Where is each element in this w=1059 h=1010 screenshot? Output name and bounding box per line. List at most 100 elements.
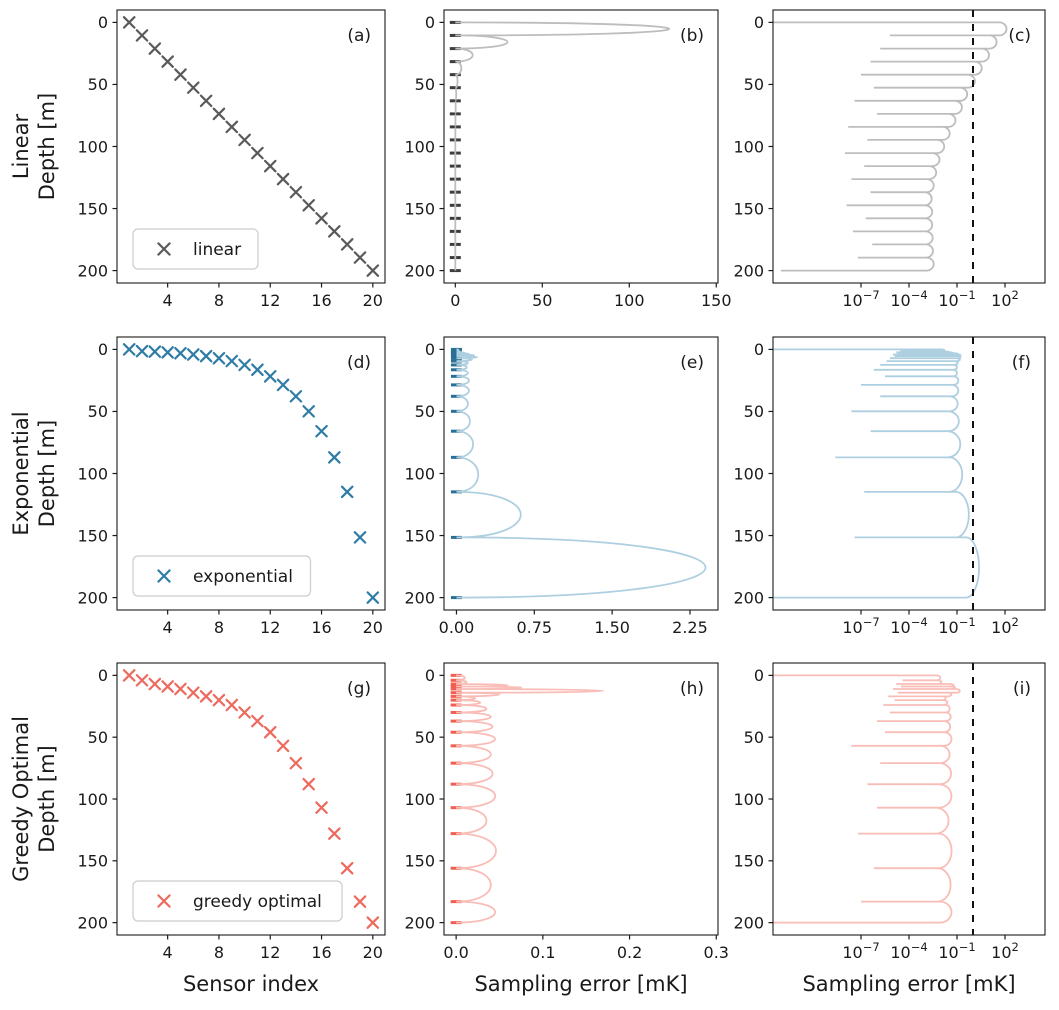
x-tick-label: 150 (701, 291, 732, 310)
x-tick-label: 16 (311, 291, 331, 310)
plot-area (773, 337, 980, 610)
legend-box (132, 555, 312, 597)
x-marker (148, 345, 162, 358)
x-tick-label: 10−4 (890, 288, 927, 310)
y-tick-label: 100 (77, 137, 108, 156)
legend-x-marker-icon (157, 242, 171, 256)
sampling-error-curve (454, 21, 670, 271)
axes-spines (772, 662, 1046, 936)
y-tick-label: 200 (733, 913, 764, 932)
x-marker (315, 212, 328, 225)
x-tick-label: 100 (614, 291, 645, 310)
y-tick-label: 200 (77, 588, 108, 607)
x-marker (199, 349, 213, 363)
y-tick-label: 100 (404, 790, 435, 809)
x-marker (353, 251, 367, 264)
x-tick-label: 12 (260, 943, 280, 962)
x-marker (353, 531, 367, 544)
x-tick-label: 8 (214, 618, 224, 637)
y-tick-label: 200 (77, 261, 108, 280)
panel-letter: (a) (347, 26, 371, 46)
y-tick-label: 0 (425, 340, 435, 359)
x-tick-label: 10−7 (842, 288, 879, 310)
x-tick-label: 0.2 (617, 943, 642, 962)
panel-letter: (c) (1008, 26, 1031, 46)
plot-area (773, 663, 974, 935)
x-marker (251, 714, 264, 728)
plot-area (122, 343, 380, 604)
legend-label: linear (193, 240, 241, 260)
x-marker (366, 916, 380, 929)
x-marker (148, 677, 162, 691)
y-tick-label: 50 (88, 75, 108, 94)
legend-x-marker-icon (157, 569, 171, 583)
y-tick-label: 200 (733, 261, 764, 280)
axes-spines (772, 9, 1046, 284)
x-tick-label: 20 (363, 618, 383, 637)
panel-c: 0 50 100 150 200 10−7 10−4 10−1 102 (c) (733, 9, 1046, 310)
sensor-position-ticks (450, 347, 462, 600)
axes-spines (443, 9, 719, 284)
scatter-markers (122, 16, 380, 277)
x-marker (225, 354, 239, 368)
y-tick-label: 200 (404, 913, 435, 932)
x-tick-label: 102 (991, 940, 1019, 962)
panel-b: 0 50 100 150 200 0 50 100 150 (b) (404, 9, 732, 310)
panel-letter: (i) (1013, 679, 1031, 699)
y-tick-label: 150 (733, 526, 764, 545)
x-marker (161, 346, 174, 359)
x-marker (122, 343, 136, 356)
x-tick-label: 10−1 (938, 940, 975, 962)
panel-letter: (d) (347, 353, 371, 373)
panel-letter: (g) (347, 679, 371, 699)
legend-label: exponential (193, 567, 293, 587)
x-tick-label: 0.75 (516, 618, 552, 637)
x-marker (251, 146, 264, 160)
row-label: Linear (9, 114, 33, 180)
x-tick-label: 10−1 (938, 288, 975, 310)
y-tick-label: 50 (88, 402, 108, 421)
y-tick-label: 200 (733, 588, 764, 607)
legend: linear (132, 228, 259, 270)
sampling-error-curve (456, 348, 707, 599)
x-marker (186, 686, 200, 699)
y-tick-label: 150 (77, 199, 108, 218)
y-tick-label: 0 (425, 666, 435, 685)
x-tick-label: 8 (214, 291, 224, 310)
x-marker (289, 390, 303, 403)
y-tick-label: 150 (404, 852, 435, 871)
sampling-error-curve-log (773, 21, 1008, 272)
panel-i: 0 50 100 150 200 10−7 10−4 10−1 102 (i) Sampling e… (733, 662, 1046, 996)
x-marker (225, 698, 239, 712)
x-marker (122, 669, 136, 682)
y-tick-label: 100 (404, 464, 435, 483)
x-tick-label: 1.50 (594, 618, 630, 637)
y-axis-label: Depth [m] (35, 745, 59, 852)
x-tick-label: 4 (163, 943, 173, 962)
y-tick-label: 0 (98, 340, 108, 359)
x-marker (174, 682, 187, 696)
plot-area (122, 669, 380, 929)
x-tick-label: 50 (532, 291, 552, 310)
x-marker (225, 120, 239, 134)
axes-spines (116, 9, 386, 284)
x-marker (251, 363, 264, 377)
x-marker (148, 42, 162, 55)
y-tick-label: 150 (404, 199, 435, 218)
legend-box (132, 228, 259, 270)
plot-area (450, 673, 605, 925)
legend-box (132, 880, 343, 922)
plot-area (449, 20, 670, 273)
x-marker (315, 424, 328, 438)
sampling-error-curve-log (773, 348, 980, 599)
panel-letter: (e) (680, 353, 704, 373)
x-marker (161, 55, 174, 68)
y-tick-label: 150 (77, 526, 108, 545)
x-marker (366, 591, 380, 604)
x-axis-label: Sampling error [mK] (802, 972, 1015, 996)
legend: greedy optimal (132, 880, 343, 922)
x-marker (263, 370, 277, 383)
x-tick-label: 16 (311, 618, 331, 637)
